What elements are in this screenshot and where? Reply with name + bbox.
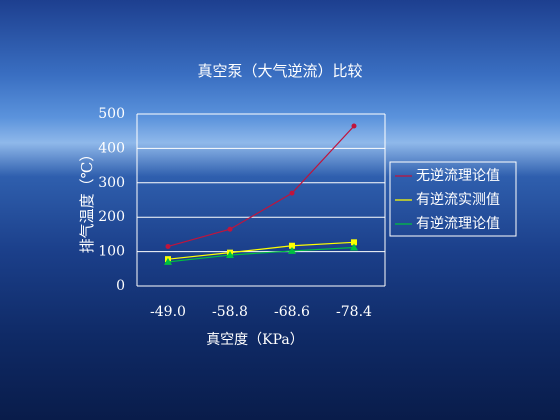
legend-label: 有逆流实测值 <box>416 192 500 208</box>
marker <box>350 243 358 251</box>
y-tick-label: 0 <box>116 278 125 294</box>
marker <box>351 123 357 129</box>
legend-box <box>389 161 517 237</box>
marker <box>165 243 171 249</box>
marker <box>351 239 357 246</box>
series-line <box>167 125 355 248</box>
marker <box>164 257 172 265</box>
marker <box>226 251 234 259</box>
x-tick-label: -49.0 <box>150 304 186 320</box>
y-tick-label: 200 <box>98 209 125 225</box>
x-tick-label: -68.6 <box>274 304 310 320</box>
chart-title: 真空泵（大气逆流）比较 <box>197 62 362 80</box>
marker <box>288 246 296 254</box>
series-line <box>167 246 355 263</box>
y-tick-label: 300 <box>98 175 125 191</box>
y-axis-label: 排气温度（℃） <box>78 147 96 254</box>
series-line <box>167 241 355 260</box>
x-tick-label: -58.8 <box>212 304 248 320</box>
y-tick-label: 400 <box>98 140 125 156</box>
marker <box>289 190 295 196</box>
legend-label: 无逆流理论值 <box>416 168 500 184</box>
x-axis-label: 真空度（KPa） <box>206 332 304 348</box>
y-tick-label: 500 <box>98 106 125 122</box>
x-tick-label: -78.4 <box>336 304 372 320</box>
y-tick-label: 100 <box>98 244 125 260</box>
legend-label: 有逆流理论值 <box>416 216 500 232</box>
marker <box>227 226 233 232</box>
marker <box>289 242 295 249</box>
